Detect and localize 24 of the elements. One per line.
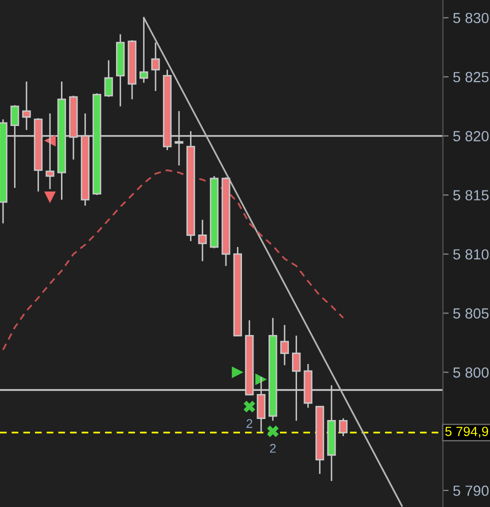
candlestick: [22, 80, 31, 131]
point: [244, 400, 256, 412]
candlestick: [198, 219, 207, 262]
y-tick-label: 5 805: [453, 308, 489, 319]
point: [267, 426, 279, 438]
y-tick-label: 5 815: [453, 190, 489, 200]
candlestick: [338, 418, 348, 437]
y-tick-label: 5 830: [453, 12, 489, 24]
candlestick: [139, 17, 148, 84]
y-tick-label: 5 790: [453, 486, 489, 496]
ref-line-label: 5 794,9: [445, 426, 488, 438]
y-tick-label: 5 810: [453, 249, 489, 260]
candlestick: [151, 42, 160, 92]
y-tick-label: 5 800: [453, 367, 489, 378]
line-series: [2, 169, 344, 351]
point: [232, 366, 244, 378]
candlestick: [280, 324, 289, 366]
point: [44, 192, 56, 204]
y-tick-label: 5 825: [453, 72, 489, 82]
y-tick-label: 5 820: [453, 131, 489, 142]
annotation: 2: [270, 444, 276, 453]
annotation: 2: [246, 419, 252, 428]
candlestick: [104, 60, 113, 98]
point: [44, 134, 56, 146]
